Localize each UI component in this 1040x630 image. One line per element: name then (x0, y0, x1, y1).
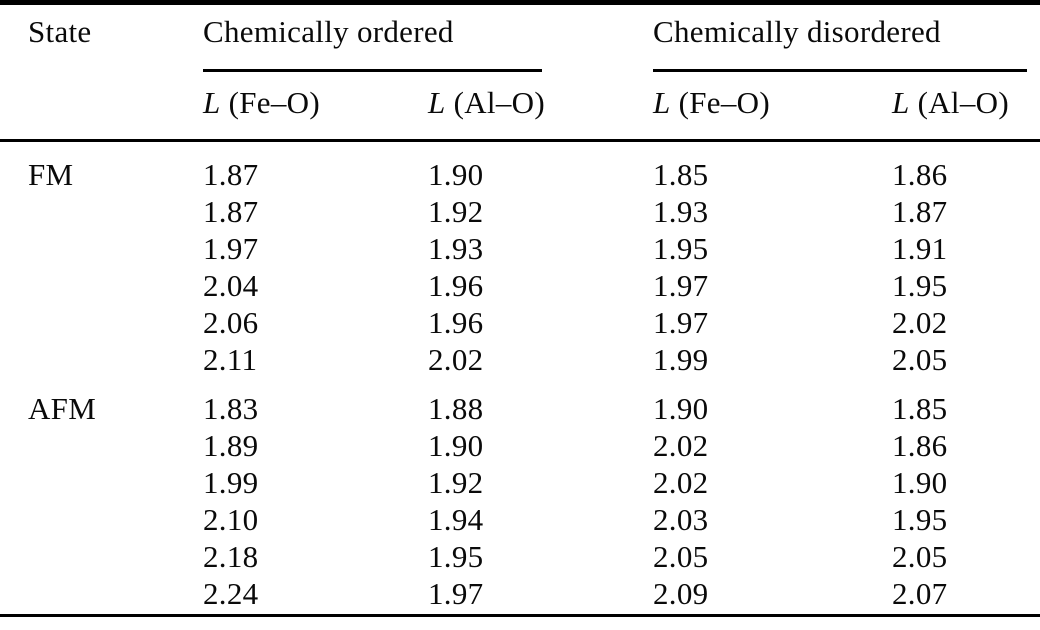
state-cell: AFM (28, 391, 97, 426)
column-group-chemically-ordered: Chemically ordered (203, 14, 454, 49)
value-cell: 1.95 (653, 231, 709, 266)
table-top-rule (0, 0, 1040, 5)
table-group-header-row: State Chemically ordered Chemically diso… (28, 5, 1040, 50)
value-cell: 1.97 (203, 231, 259, 266)
bond-label: (Al–O) (917, 85, 1009, 120)
value-cell: 1.86 (892, 428, 948, 463)
value-cell: 1.90 (892, 465, 948, 500)
value-cell: 2.02 (653, 465, 709, 500)
value-cell: 2.02 (653, 428, 709, 463)
value-cell: 1.93 (653, 194, 709, 229)
bond-length-table: State Chemically ordered Chemically diso… (0, 5, 1040, 121)
group-underline-row (28, 69, 1040, 72)
table-row: 2.10 1.94 2.03 1.95 (28, 501, 1040, 538)
value-cell: 1.92 (428, 194, 484, 229)
value-cell: 1.95 (428, 539, 484, 574)
value-cell: 1.96 (428, 268, 484, 303)
group-underline-ordered (203, 69, 542, 72)
value-cell: 1.97 (653, 305, 709, 340)
value-cell: 1.97 (428, 576, 484, 611)
value-cell: 1.90 (428, 428, 484, 463)
value-cell: 1.93 (428, 231, 484, 266)
column-header-al-o-disordered: L (Al–O) (892, 85, 1040, 121)
bond-label: (Fe–O) (678, 85, 770, 120)
value-cell: 1.91 (892, 231, 948, 266)
value-cell: 1.83 (203, 391, 259, 426)
table-section-afm: AFM 1.83 1.88 1.90 1.85 1.89 1.90 2.02 1… (28, 378, 1040, 612)
table-row: 2.06 1.96 1.97 2.02 (28, 304, 1040, 341)
table-row: 1.99 1.92 2.02 1.90 (28, 464, 1040, 501)
length-symbol: L (653, 85, 671, 120)
value-cell: 2.02 (428, 342, 484, 377)
length-symbol: L (203, 85, 221, 120)
value-cell: 1.95 (892, 268, 948, 303)
value-cell: 2.11 (203, 342, 258, 377)
value-cell: 1.87 (892, 194, 948, 229)
table-section-fm: FM 1.87 1.90 1.85 1.86 1.87 1.92 1.93 1.… (28, 142, 1040, 378)
value-cell: 2.09 (653, 576, 709, 611)
value-cell: 2.24 (203, 576, 259, 611)
table-row: 2.18 1.95 2.05 2.05 (28, 538, 1040, 575)
table-row: 2.24 1.97 2.09 2.07 (28, 575, 1040, 612)
value-cell: 1.87 (203, 194, 259, 229)
value-cell: 1.88 (428, 391, 484, 426)
table-row: AFM 1.83 1.88 1.90 1.85 (28, 390, 1040, 427)
value-cell: 1.99 (203, 465, 259, 500)
value-cell: 2.04 (203, 268, 259, 303)
value-cell: 1.89 (203, 428, 259, 463)
length-symbol: L (428, 85, 446, 120)
column-header-al-o-ordered: L (Al–O) (428, 85, 653, 121)
value-cell: 1.90 (428, 157, 484, 192)
column-header-state: State (28, 14, 92, 49)
value-cell: 1.99 (653, 342, 709, 377)
group-underline-disordered (653, 69, 1027, 72)
bond-label: (Al–O) (453, 85, 545, 120)
table-row: FM 1.87 1.90 1.85 1.86 (28, 156, 1040, 193)
value-cell: 1.96 (428, 305, 484, 340)
table-row: 2.04 1.96 1.97 1.95 (28, 267, 1040, 304)
table-subheader-row: L (Fe–O) L (Al–O) L (Fe–O) L (Al–O) (28, 72, 1040, 121)
value-cell: 2.10 (203, 502, 259, 537)
table-row: 1.97 1.93 1.95 1.91 (28, 230, 1040, 267)
value-cell: 1.85 (892, 391, 948, 426)
value-cell: 2.06 (203, 305, 259, 340)
value-cell: 1.97 (653, 268, 709, 303)
header-body-divider (0, 139, 1040, 142)
column-header-fe-o-disordered: L (Fe–O) (653, 85, 892, 121)
length-symbol: L (892, 85, 910, 120)
value-cell: 1.94 (428, 502, 484, 537)
value-cell: 1.95 (892, 502, 948, 537)
table-body: FM 1.87 1.90 1.85 1.86 1.87 1.92 1.93 1.… (0, 142, 1040, 612)
state-cell: FM (28, 157, 74, 192)
table-row: 2.11 2.02 1.99 2.05 (28, 341, 1040, 378)
table-row: 1.87 1.92 1.93 1.87 (28, 193, 1040, 230)
value-cell: 1.92 (428, 465, 484, 500)
value-cell: 2.02 (892, 305, 948, 340)
value-cell: 2.05 (653, 539, 709, 574)
value-cell: 1.86 (892, 157, 948, 192)
value-cell: 2.05 (892, 342, 948, 377)
column-group-chemically-disordered: Chemically disordered (653, 14, 941, 49)
value-cell: 1.85 (653, 157, 709, 192)
value-cell: 2.03 (653, 502, 709, 537)
value-cell: 2.07 (892, 576, 948, 611)
table-bottom-rule (0, 614, 1040, 617)
value-cell: 2.18 (203, 539, 259, 574)
value-cell: 1.87 (203, 157, 259, 192)
table-row: 1.89 1.90 2.02 1.86 (28, 427, 1040, 464)
bond-label: (Fe–O) (228, 85, 320, 120)
value-cell: 1.90 (653, 391, 709, 426)
value-cell: 2.05 (892, 539, 948, 574)
column-header-fe-o-ordered: L (Fe–O) (203, 85, 428, 121)
